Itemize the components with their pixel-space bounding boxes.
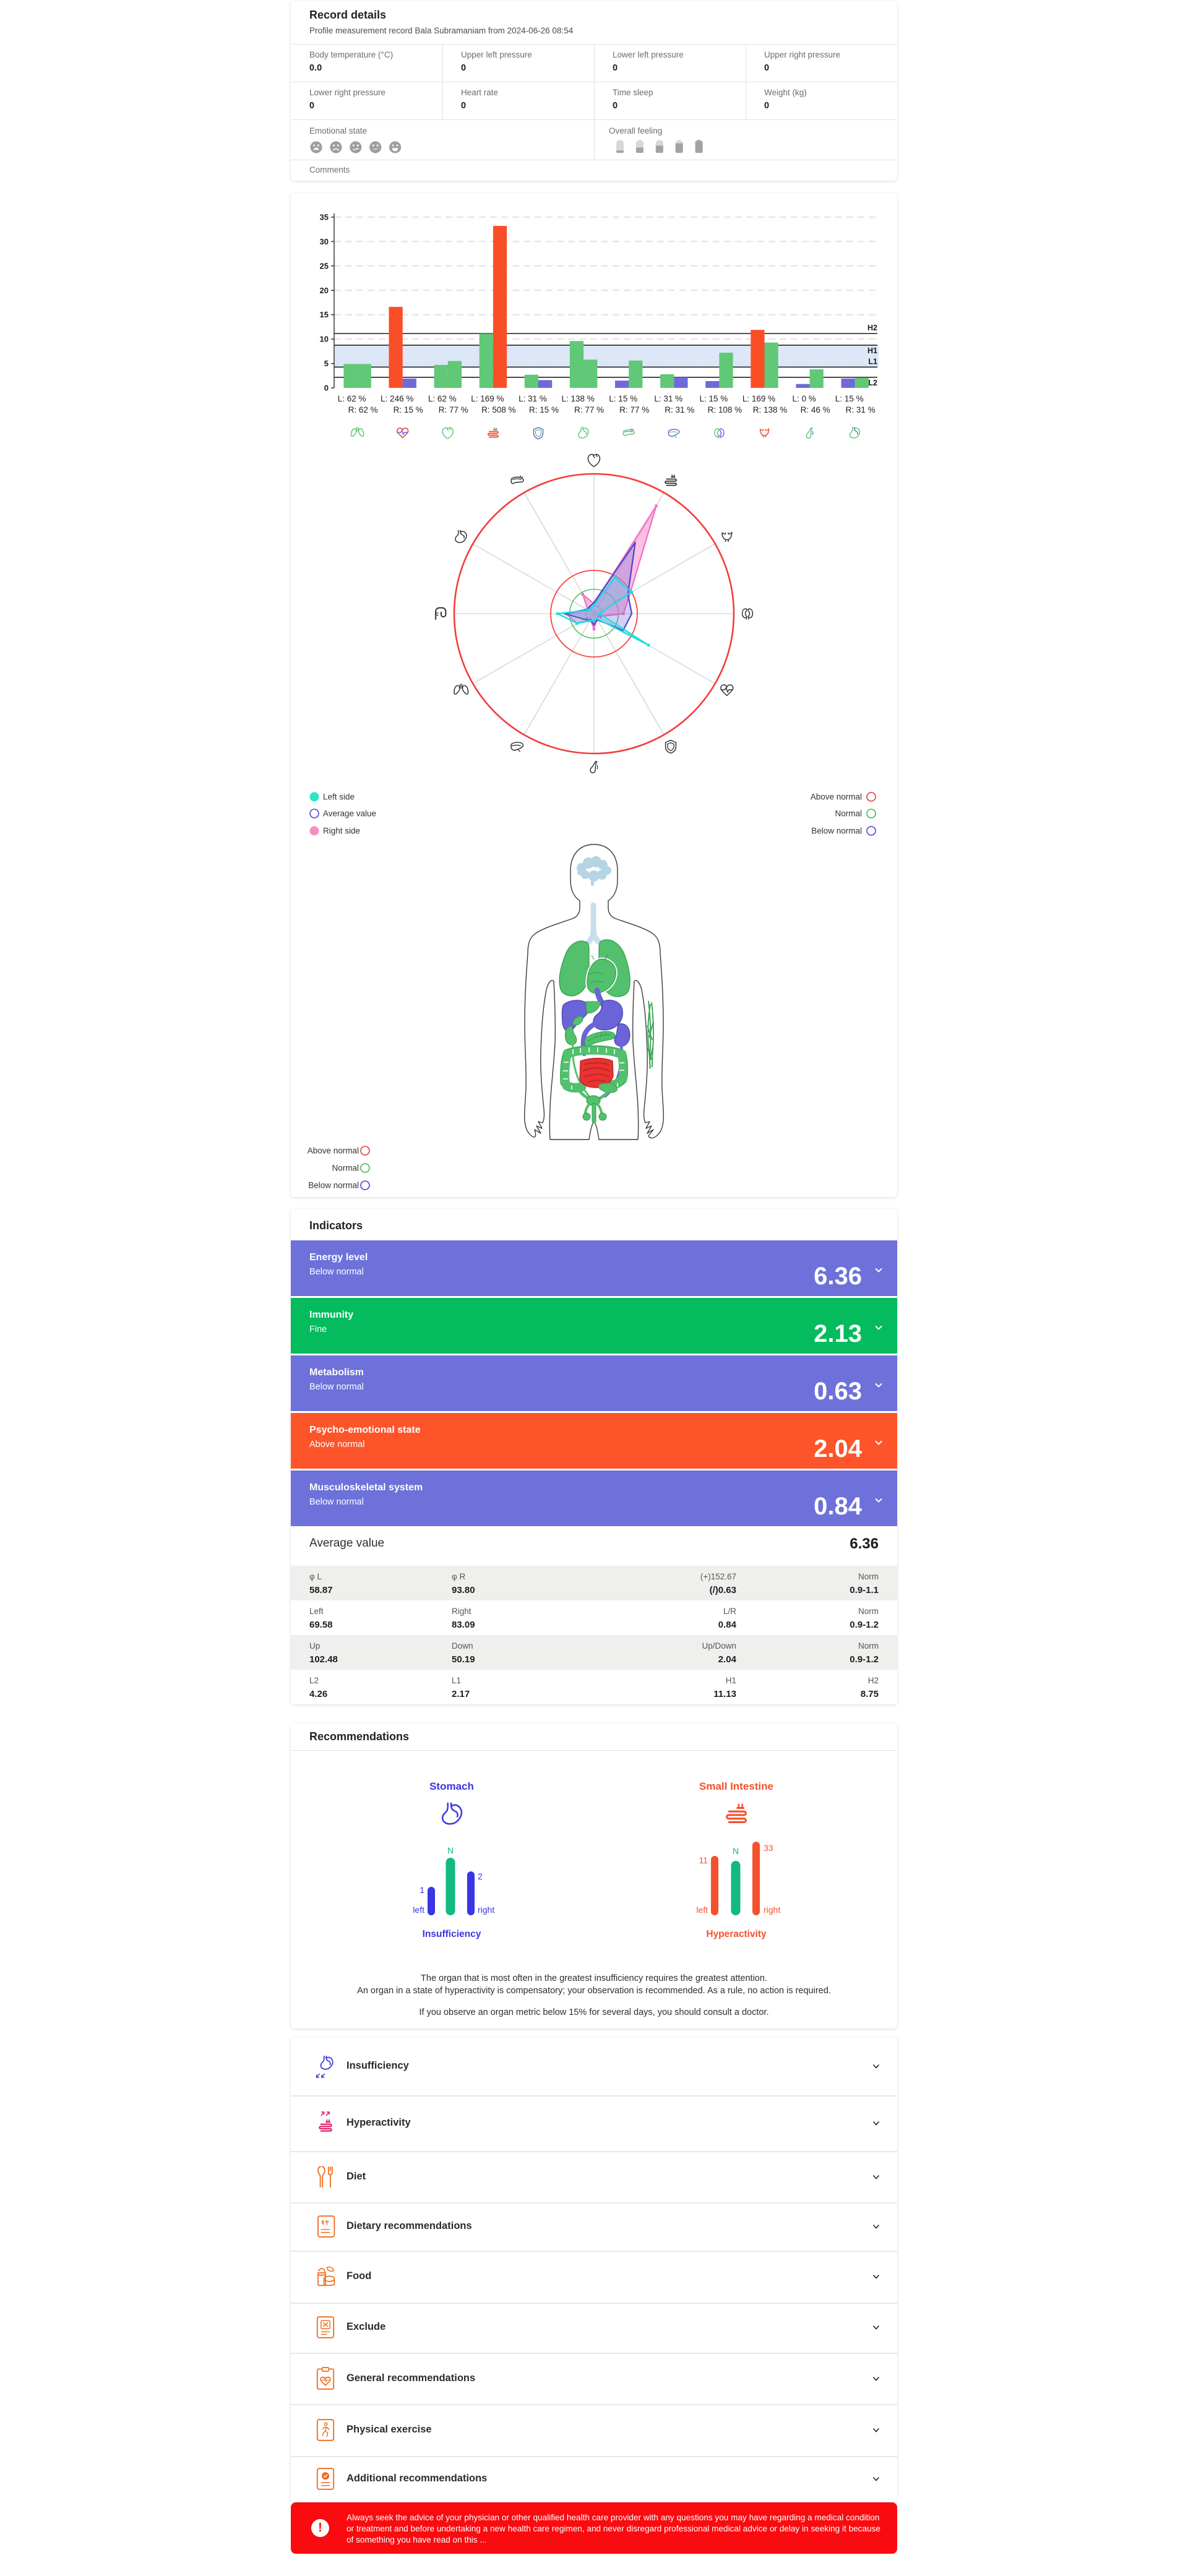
- svg-text:L1: L1: [868, 357, 877, 366]
- svg-text:L: 0 %: L: 0 %: [792, 394, 816, 403]
- svg-text:H1: H1: [867, 346, 877, 355]
- svg-text:25: 25: [320, 261, 329, 270]
- svg-text:R: 77 %: R: 77 %: [574, 405, 604, 414]
- svg-text:N: N: [733, 1846, 739, 1856]
- svg-text:right: right: [764, 1905, 780, 1915]
- svg-text:L: 169 %: L: 169 %: [742, 394, 775, 403]
- svg-text:1: 1: [420, 1885, 424, 1895]
- svg-text:L2: L2: [868, 379, 877, 387]
- svg-text:L: 15 %: L: 15 %: [609, 394, 637, 403]
- svg-text:L: 62 %: L: 62 %: [338, 394, 366, 403]
- svg-text:10: 10: [320, 335, 329, 344]
- svg-text:R: 77 %: R: 77 %: [619, 405, 649, 414]
- svg-text:Above normal: Above normal: [811, 792, 862, 802]
- svg-text:Below normal: Below normal: [811, 826, 862, 836]
- svg-text:right: right: [478, 1905, 494, 1915]
- svg-text:R: 46 %: R: 46 %: [801, 405, 830, 414]
- svg-text:L: 31 %: L: 31 %: [519, 394, 547, 403]
- svg-text:35: 35: [320, 213, 329, 222]
- svg-text:R: 15 %: R: 15 %: [529, 405, 559, 414]
- svg-text:H2: H2: [867, 324, 877, 332]
- svg-text:L: 15 %: L: 15 %: [700, 394, 728, 403]
- svg-text:2: 2: [478, 1871, 483, 1881]
- svg-text:0: 0: [324, 384, 329, 393]
- svg-text:33: 33: [764, 1843, 773, 1853]
- svg-text:Normal: Normal: [835, 809, 862, 818]
- svg-text:R: 31 %: R: 31 %: [665, 405, 694, 414]
- svg-text:Right side: Right side: [323, 826, 360, 836]
- svg-text:N: N: [447, 1845, 454, 1855]
- svg-text:5: 5: [324, 359, 329, 368]
- svg-text:L: 138 %: L: 138 %: [561, 394, 594, 403]
- svg-text:R: 138 %: R: 138 %: [753, 405, 788, 414]
- svg-text:L: 31 %: L: 31 %: [654, 394, 682, 403]
- svg-text:L: 169 %: L: 169 %: [471, 394, 504, 403]
- svg-text:R: 31 %: R: 31 %: [846, 405, 876, 414]
- svg-text:R: 15 %: R: 15 %: [394, 405, 423, 414]
- svg-text:30: 30: [320, 237, 329, 246]
- svg-text:R: 108 %: R: 108 %: [708, 405, 742, 414]
- svg-text:20: 20: [320, 286, 329, 295]
- svg-text:left: left: [696, 1905, 708, 1915]
- svg-text:R: 62 %: R: 62 %: [348, 405, 378, 414]
- svg-text:11: 11: [699, 1855, 708, 1865]
- svg-text:left: left: [413, 1905, 424, 1915]
- svg-text:L: 246 %: L: 246 %: [381, 394, 413, 403]
- svg-text:Left side: Left side: [323, 792, 355, 802]
- svg-text:Average value: Average value: [323, 809, 376, 818]
- svg-text:Below normal: Below normal: [308, 1181, 359, 1190]
- svg-text:Normal: Normal: [332, 1164, 359, 1173]
- svg-text:L: 15 %: L: 15 %: [835, 394, 864, 403]
- svg-text:15: 15: [320, 310, 329, 319]
- svg-text:L: 62 %: L: 62 %: [428, 394, 457, 403]
- svg-text:Above normal: Above normal: [308, 1146, 359, 1156]
- svg-text:R: 77 %: R: 77 %: [439, 405, 468, 414]
- svg-text:R: 508 %: R: 508 %: [481, 405, 516, 414]
